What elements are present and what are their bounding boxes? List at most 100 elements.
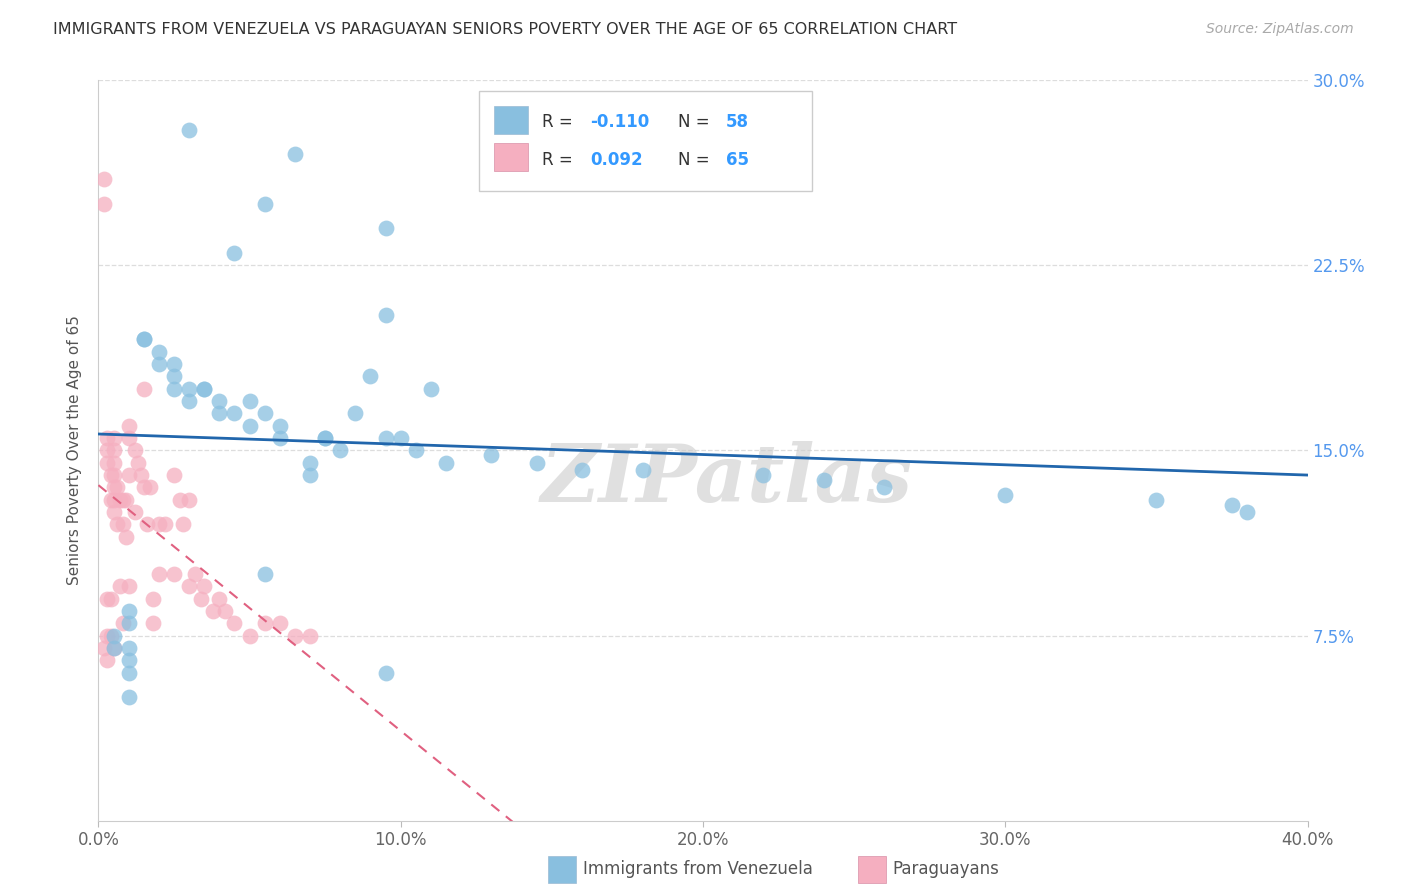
Point bbox=[132, 332, 155, 346]
Point bbox=[179, 492, 201, 507]
Point bbox=[269, 616, 291, 631]
Point bbox=[103, 492, 125, 507]
Point bbox=[118, 579, 141, 593]
Point bbox=[224, 407, 246, 421]
Point bbox=[108, 492, 131, 507]
Point bbox=[103, 480, 125, 494]
Point bbox=[153, 517, 176, 532]
Text: Immigrants from Venezuela: Immigrants from Venezuela bbox=[583, 860, 813, 878]
Point bbox=[526, 456, 548, 470]
Point bbox=[631, 463, 654, 477]
Point bbox=[163, 468, 186, 483]
Point bbox=[405, 443, 427, 458]
Point bbox=[96, 591, 118, 606]
Point bbox=[148, 357, 170, 371]
Point bbox=[314, 431, 336, 445]
Point bbox=[239, 628, 262, 642]
Point bbox=[208, 407, 231, 421]
Point bbox=[813, 473, 835, 487]
Point bbox=[239, 418, 262, 433]
Point bbox=[299, 468, 322, 483]
Point bbox=[114, 492, 136, 507]
Point bbox=[148, 566, 170, 581]
Text: Source: ZipAtlas.com: Source: ZipAtlas.com bbox=[1206, 22, 1354, 37]
Point bbox=[103, 640, 125, 655]
Point bbox=[193, 382, 215, 396]
Point bbox=[118, 431, 141, 445]
Point bbox=[100, 492, 122, 507]
Point bbox=[111, 492, 134, 507]
Point bbox=[118, 690, 141, 705]
Point bbox=[314, 431, 336, 445]
Point bbox=[434, 456, 457, 470]
Text: R =: R = bbox=[543, 113, 578, 131]
Point bbox=[114, 530, 136, 544]
Point bbox=[239, 394, 262, 409]
Point bbox=[253, 616, 276, 631]
Point bbox=[163, 369, 186, 384]
Point bbox=[132, 332, 155, 346]
Text: R =: R = bbox=[543, 152, 578, 169]
Text: IMMIGRANTS FROM VENEZUELA VS PARAGUAYAN SENIORS POVERTY OVER THE AGE OF 65 CORRE: IMMIGRANTS FROM VENEZUELA VS PARAGUAYAN … bbox=[53, 22, 957, 37]
Point bbox=[179, 382, 201, 396]
Point bbox=[96, 628, 118, 642]
Point bbox=[253, 407, 276, 421]
Point bbox=[1220, 498, 1243, 512]
Point bbox=[752, 468, 775, 483]
Point bbox=[299, 456, 322, 470]
Point bbox=[873, 480, 896, 494]
Point bbox=[1236, 505, 1258, 519]
Point bbox=[179, 394, 201, 409]
Point bbox=[374, 221, 396, 235]
Point bbox=[163, 382, 186, 396]
Point bbox=[208, 591, 231, 606]
Point bbox=[103, 443, 125, 458]
Point bbox=[108, 579, 131, 593]
Point bbox=[190, 591, 212, 606]
Point bbox=[374, 431, 396, 445]
Text: 65: 65 bbox=[725, 152, 749, 169]
Point bbox=[269, 418, 291, 433]
Point bbox=[169, 492, 191, 507]
Point bbox=[344, 407, 367, 421]
Point bbox=[132, 480, 155, 494]
Text: ZIPatlas: ZIPatlas bbox=[541, 442, 914, 519]
Point bbox=[163, 357, 186, 371]
Point bbox=[374, 665, 396, 680]
Point bbox=[103, 628, 125, 642]
Point bbox=[127, 456, 149, 470]
FancyBboxPatch shape bbox=[494, 144, 527, 171]
Point bbox=[1144, 492, 1167, 507]
Point bbox=[118, 616, 141, 631]
Point bbox=[111, 616, 134, 631]
Point bbox=[118, 468, 141, 483]
Point bbox=[142, 616, 165, 631]
Point bbox=[124, 505, 146, 519]
Point bbox=[105, 480, 128, 494]
Point bbox=[284, 628, 307, 642]
Point bbox=[103, 505, 125, 519]
Text: 58: 58 bbox=[725, 113, 749, 131]
Point bbox=[208, 394, 231, 409]
Point bbox=[132, 382, 155, 396]
Point bbox=[224, 246, 246, 260]
Point bbox=[96, 653, 118, 667]
Text: -0.110: -0.110 bbox=[591, 113, 650, 131]
Y-axis label: Seniors Poverty Over the Age of 65: Seniors Poverty Over the Age of 65 bbox=[67, 316, 83, 585]
Text: N =: N = bbox=[678, 152, 714, 169]
Point bbox=[103, 431, 125, 445]
Point bbox=[420, 382, 443, 396]
Point bbox=[253, 566, 276, 581]
FancyBboxPatch shape bbox=[479, 91, 811, 191]
Point bbox=[93, 640, 115, 655]
Point bbox=[481, 449, 503, 463]
Point bbox=[93, 196, 115, 211]
Point bbox=[299, 628, 322, 642]
Text: 0.092: 0.092 bbox=[591, 152, 643, 169]
Point bbox=[139, 480, 162, 494]
Point bbox=[124, 443, 146, 458]
Point bbox=[118, 653, 141, 667]
Point bbox=[179, 579, 201, 593]
Point bbox=[118, 640, 141, 655]
Point bbox=[118, 418, 141, 433]
